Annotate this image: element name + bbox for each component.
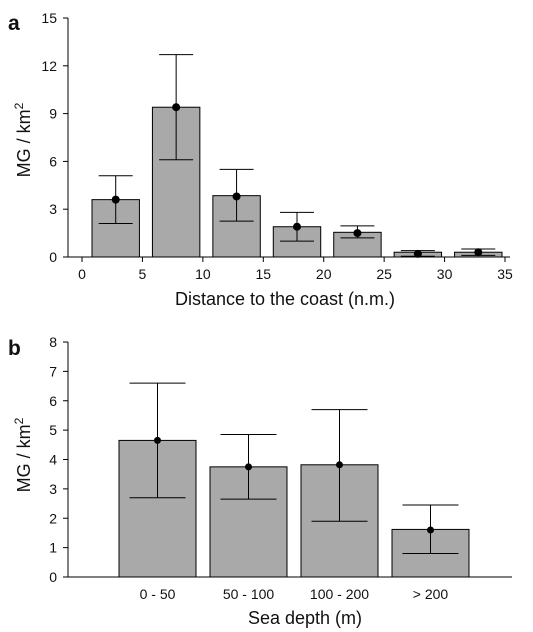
panel-b-category-label: > 200 xyxy=(413,586,449,602)
panel-a-mean-point xyxy=(172,103,181,112)
panel-a-y-tick-label: 9 xyxy=(49,106,57,122)
panel-a-x-tick-label: 5 xyxy=(139,266,147,282)
panel-b-y-tick-label: 1 xyxy=(49,540,57,556)
panel-b-y-tick-label: 7 xyxy=(49,363,57,379)
panel-b-y-axis-label: MG / km2 xyxy=(12,417,34,492)
panel-a-mean-point xyxy=(353,229,362,238)
panel-b-y-tick-label: 6 xyxy=(49,393,57,409)
panel-a-y-tick-label: 0 xyxy=(49,249,57,265)
panel-a: a MG / km2 Distance to the coast (n.m.) … xyxy=(8,10,513,309)
panel-b-mean-point xyxy=(245,463,252,471)
panel-b-x-axis-label: Sea depth (m) xyxy=(248,608,362,628)
panel-b-y-tick-label: 3 xyxy=(49,481,57,497)
panel-b: b MG / km2 Sea depth (m) 0 1 2 3 4 5 6 7 8 0 - 50… xyxy=(8,334,512,628)
panel-b-letter: b xyxy=(8,337,21,360)
panel-a-x-tick-label: 0 xyxy=(78,266,86,282)
panel-a-x-axis-label: Distance to the coast (n.m.) xyxy=(175,289,395,309)
panel-a-x-tick-label: 35 xyxy=(497,266,513,282)
panel-b-y-tick-label: 8 xyxy=(49,334,57,350)
panel-b-mean-point xyxy=(154,436,161,444)
panel-a-mean-point xyxy=(474,248,483,257)
panel-a-x-tick-label: 15 xyxy=(255,266,271,282)
panel-a-x-tick-label: 25 xyxy=(376,266,392,282)
panel-b-y-tick-label: 4 xyxy=(49,452,57,468)
panel-a-y-tick-label: 6 xyxy=(49,153,57,169)
panel-a-letter: a xyxy=(8,12,20,35)
panel-a-y-tick-label: 15 xyxy=(41,10,57,26)
panel-a-mean-point xyxy=(232,192,241,201)
panel-a-mean-point xyxy=(293,222,301,231)
panel-b-category-label: 100 - 200 xyxy=(310,586,369,602)
panel-b-y-tick-label: 2 xyxy=(49,510,57,526)
panel-a-bar xyxy=(91,199,140,258)
panel-a-y-axis-label: MG / km2 xyxy=(12,102,34,177)
panel-a-y-tick-label: 12 xyxy=(41,58,57,74)
panel-a-x-tick-label: 30 xyxy=(437,266,453,282)
panel-b-mean-point xyxy=(336,461,343,469)
panel-b-y-tick-label: 0 xyxy=(49,569,57,585)
panel-a-x-tick-label: 20 xyxy=(316,266,332,282)
panel-b-y-tick-label: 5 xyxy=(49,422,57,438)
panel-b-category-label: 0 - 50 xyxy=(140,586,176,602)
panel-b-mean-point xyxy=(427,526,434,534)
panel-a-x-tick-label: 10 xyxy=(195,266,211,282)
panel-a-mean-point xyxy=(111,195,120,204)
panel-a-mean-point xyxy=(413,249,422,258)
panel-a-y-tick-label: 3 xyxy=(49,201,57,217)
panel-b-category-label: 50 - 100 xyxy=(223,586,275,602)
